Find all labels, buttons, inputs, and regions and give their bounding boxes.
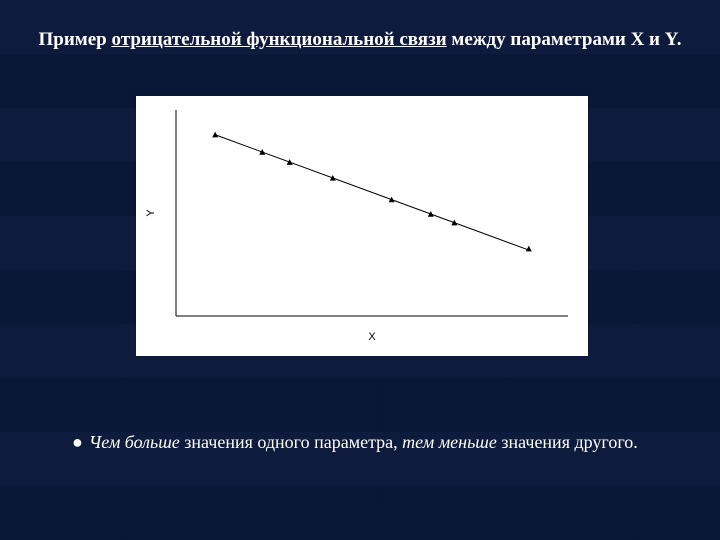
title-prefix: Пример [39, 29, 112, 50]
title-underlined: отрицательной функциональной связи [112, 29, 447, 50]
slide-root: Пример отрицательной функциональной связ… [0, 0, 720, 540]
caption-text: Чем больше значения одного параметра, те… [89, 430, 648, 454]
chart-svg: XY [136, 96, 588, 356]
scatter-chart: XY [136, 96, 588, 356]
svg-text:Y: Y [145, 209, 157, 217]
caption-bullet: ● Чем больше значения одного параметра, … [72, 430, 648, 454]
bullet-dot: ● [72, 430, 83, 454]
slide-title: Пример отрицательной функциональной связ… [0, 28, 720, 53]
svg-text:X: X [368, 331, 376, 343]
title-suffix: между параметрами Х и Y. [447, 29, 682, 50]
